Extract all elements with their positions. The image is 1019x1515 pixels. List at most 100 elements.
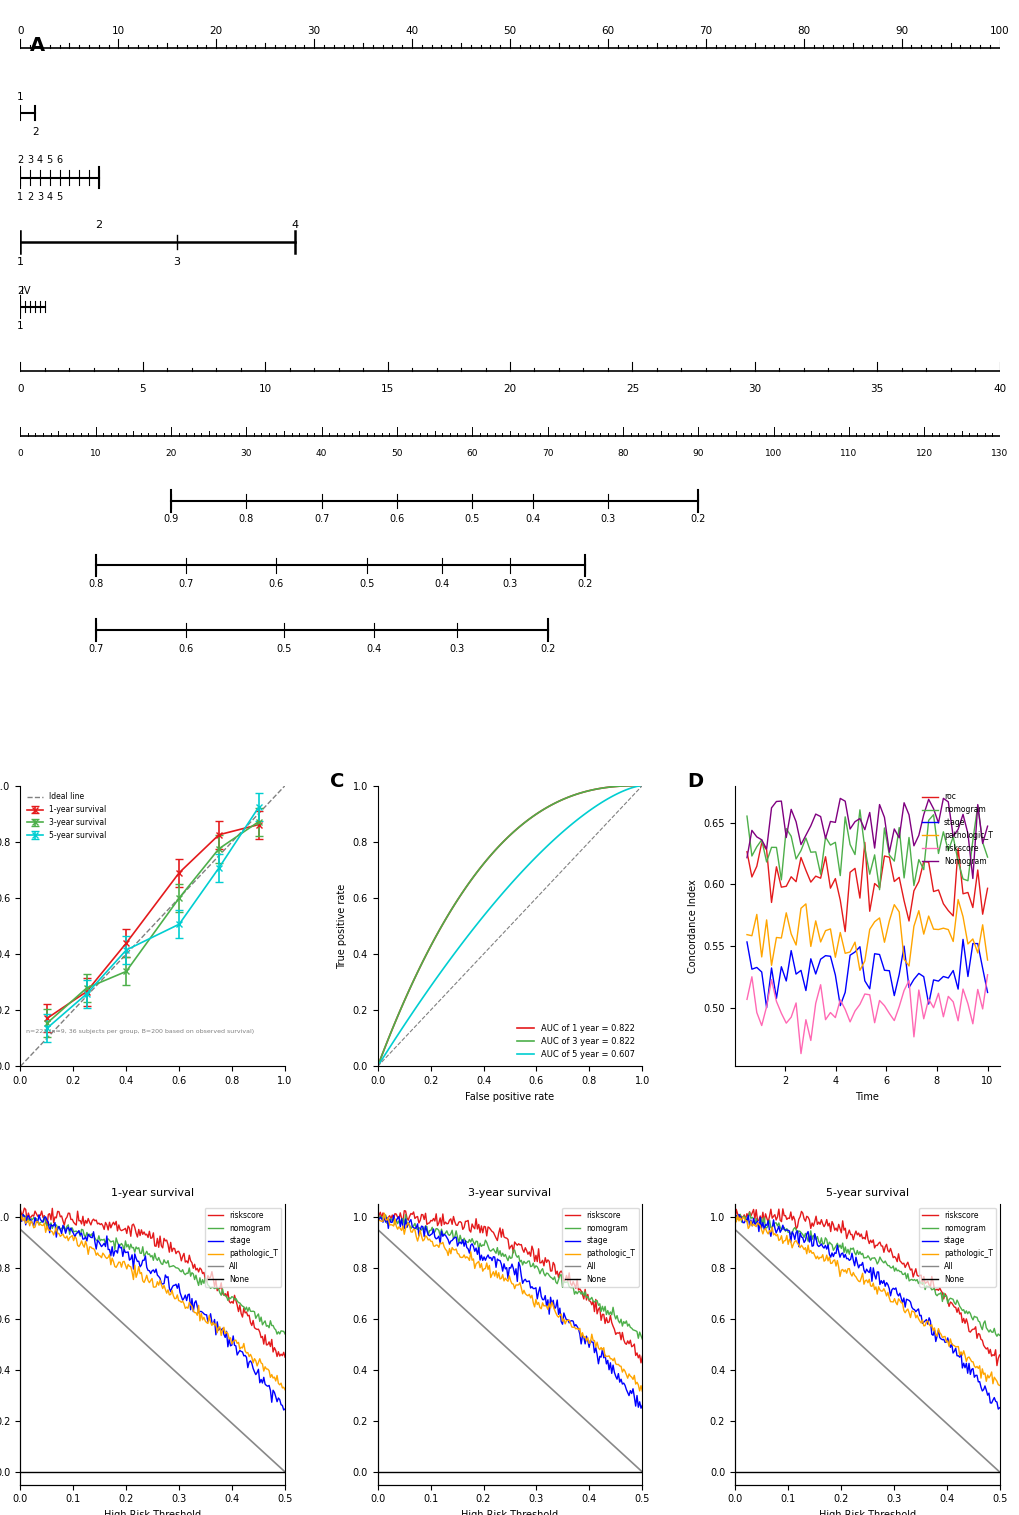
roc — [785, 868, 797, 886]
Text: 2: 2 — [17, 155, 23, 165]
Text: 0: 0 — [17, 26, 23, 36]
Text: 30: 30 — [308, 26, 320, 36]
nomogram — [961, 871, 973, 889]
pathologic_T — [780, 904, 792, 923]
nomogram — [888, 851, 900, 870]
stage — [818, 947, 830, 965]
riskscore — [823, 1003, 836, 1021]
Line: stage: stage — [746, 939, 986, 1007]
Nomogram — [926, 800, 938, 818]
Text: 0.4: 0.4 — [525, 515, 540, 524]
riskscore — [961, 995, 973, 1014]
nomogram — [848, 845, 860, 864]
Nomogram — [799, 826, 811, 844]
riskscore — [739, 1210, 751, 1229]
stage — [947, 962, 959, 980]
riskscore — [877, 997, 890, 1015]
pathologic_T — [951, 891, 963, 909]
riskscore — [843, 1014, 855, 1032]
AUC of 1 year = 0.822 — [614, 777, 627, 795]
nomogram — [926, 806, 938, 824]
nomogram — [867, 845, 879, 864]
stage — [804, 950, 816, 968]
riskscore — [760, 997, 772, 1015]
AUC of 5 year = 0.607 — [614, 783, 627, 801]
Nomogram — [750, 827, 762, 845]
riskscore — [848, 1001, 860, 1020]
riskscore — [839, 1000, 851, 1018]
roc — [789, 873, 801, 891]
riskscore — [764, 971, 776, 989]
nomogram — [980, 1321, 993, 1339]
X-axis label: High Risk Threshold: High Risk Threshold — [818, 1510, 915, 1515]
stage — [921, 995, 933, 1014]
riskscore — [931, 985, 944, 1003]
AUC of 1 year = 0.822 — [371, 1057, 383, 1076]
Text: 1: 1 — [17, 92, 23, 102]
Text: 0.6: 0.6 — [178, 644, 194, 653]
stage — [799, 982, 811, 1000]
riskscore — [882, 1004, 895, 1023]
pathologic_T — [843, 942, 855, 961]
Text: 0: 0 — [17, 383, 23, 394]
Line: Nomogram: Nomogram — [746, 798, 986, 879]
Text: 0.6: 0.6 — [269, 579, 284, 589]
stage — [769, 989, 782, 1007]
Legend: riskscore, nomogram, stage, pathologic_T, All, None: riskscore, nomogram, stage, pathologic_T… — [561, 1207, 638, 1286]
Title: 1-year survival: 1-year survival — [111, 1188, 194, 1197]
Text: 80: 80 — [616, 448, 628, 458]
stage — [867, 945, 879, 964]
Nomogram — [814, 807, 826, 826]
stage — [971, 1373, 983, 1391]
stage — [32, 1214, 44, 1232]
stage — [740, 933, 752, 951]
nomogram — [818, 829, 830, 847]
nomogram — [32, 1214, 44, 1232]
Text: 0.5: 0.5 — [276, 644, 291, 653]
nomogram — [278, 1326, 290, 1344]
stage — [760, 998, 772, 1017]
stage — [65, 1220, 77, 1238]
Nomogram — [893, 829, 905, 847]
pathologic_T — [947, 932, 959, 950]
stage — [278, 1400, 290, 1418]
pathologic_T — [383, 1217, 395, 1235]
Line: pathologic_T: pathologic_T — [735, 1214, 999, 1385]
AUC of 5 year = 0.607 — [636, 777, 648, 795]
nomogram — [799, 829, 811, 847]
riskscore — [912, 980, 924, 998]
Nomogram — [828, 814, 841, 832]
Legend: riskscore, nomogram, stage, pathologic_T, All, None: riskscore, nomogram, stage, pathologic_T… — [205, 1207, 281, 1286]
Text: 40: 40 — [993, 383, 1005, 394]
pathologic_T — [966, 930, 978, 948]
pathologic_T — [777, 1232, 790, 1250]
pathologic_T — [764, 956, 776, 974]
stage — [853, 938, 865, 956]
stage — [902, 979, 914, 997]
riskscore — [951, 1012, 963, 1030]
Line: pathologic_T: pathologic_T — [746, 900, 986, 971]
Text: 20: 20 — [165, 448, 176, 458]
AUC of 3 year = 0.822 — [422, 941, 434, 959]
Text: 0: 0 — [17, 448, 23, 458]
roc — [828, 870, 841, 888]
stage — [993, 1398, 1005, 1417]
pathologic_T — [614, 1357, 627, 1376]
Line: AUC of 3 year = 0.822: AUC of 3 year = 0.822 — [377, 786, 642, 1067]
pathologic_T — [888, 895, 900, 914]
riskscore — [86, 1212, 98, 1230]
roc — [769, 857, 782, 876]
AUC of 5 year = 0.607 — [433, 965, 445, 983]
stage — [936, 968, 949, 986]
riskscore — [926, 998, 938, 1017]
stage — [834, 997, 846, 1015]
Nomogram — [740, 848, 752, 867]
Text: 70: 70 — [699, 26, 711, 36]
riskscore — [267, 1342, 279, 1360]
pathologic_T — [745, 927, 757, 945]
riskscore — [834, 991, 846, 1009]
X-axis label: Time: Time — [855, 1092, 878, 1101]
Nomogram — [936, 789, 949, 807]
roc — [961, 883, 973, 901]
pathologic_T — [14, 1212, 26, 1230]
